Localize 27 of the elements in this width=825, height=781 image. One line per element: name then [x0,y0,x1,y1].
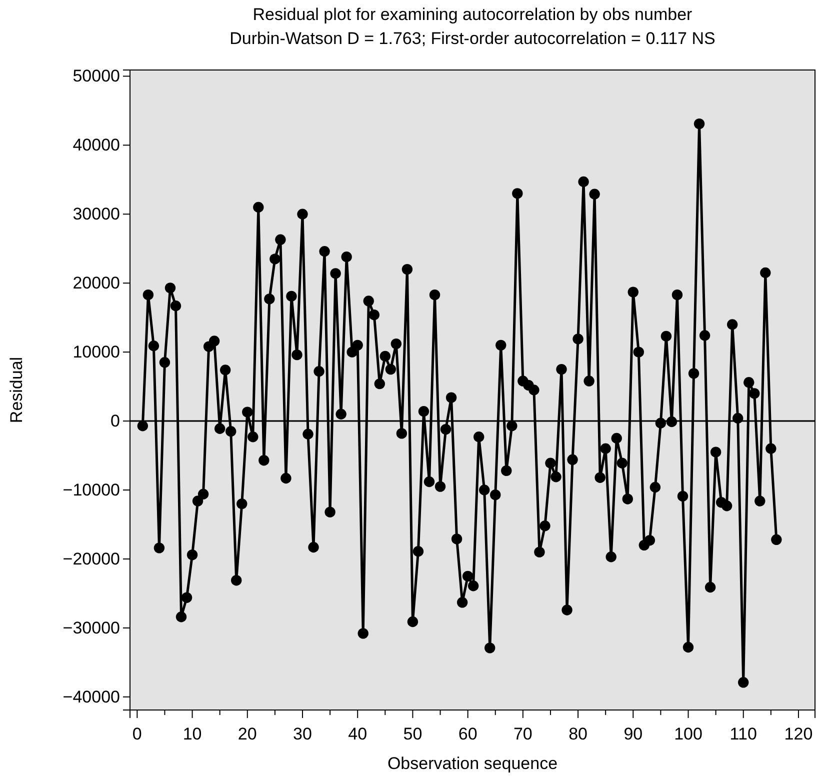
chart-subtitle: Durbin-Watson D = 1.763; First-order autocorrelation = 0.117 NS [230,29,716,48]
x-tick-label: 110 [730,724,757,744]
y-tick-label: 0 [110,411,120,430]
y-tick-label: 40000 [72,136,120,155]
y-tick-label: −10000 [62,480,120,500]
y-tick-label: −20000 [62,549,120,568]
x-tick-label: 60 [458,724,478,744]
chart-title: Residual plot for examining autocorrelation by obs number [252,5,693,24]
y-tick-label: 20000 [72,274,120,293]
y-tick-label: 30000 [72,204,120,224]
x-tick-label: 50 [403,724,422,744]
x-tick-label: 20 [238,724,257,744]
x-tick-label: 0 [132,724,142,744]
x-tick-label: 70 [513,724,532,744]
y-tick-label: 50000 [72,66,120,86]
y-axis-title: Residual [7,356,26,424]
x-tick-label: 30 [293,724,312,744]
y-tick-label: −30000 [62,618,120,638]
y-tick-label: −40000 [62,687,120,706]
x-tick-label: 40 [348,724,368,744]
x-tick-label: 80 [568,724,588,744]
y-tick-label: 10000 [72,342,120,362]
x-tick-label: 10 [182,724,202,744]
x-tick-label: 120 [784,724,813,744]
x-tick-label: 100 [674,724,702,744]
x-axis-title: Observation sequence [387,754,558,773]
x-tick-label: 90 [624,724,643,744]
